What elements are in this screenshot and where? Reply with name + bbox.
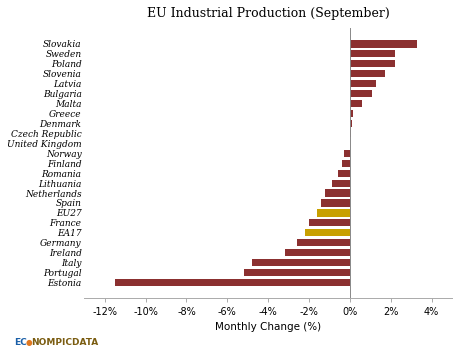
- Bar: [317, 209, 350, 216]
- Bar: [350, 80, 376, 87]
- X-axis label: Monthly Change (%): Monthly Change (%): [215, 321, 321, 332]
- Text: EC: EC: [14, 338, 27, 347]
- Bar: [285, 249, 350, 256]
- Text: ●: ●: [25, 338, 32, 347]
- Text: NOMPICDATA: NOMPICDATA: [31, 338, 99, 347]
- Bar: [350, 40, 417, 47]
- Bar: [350, 100, 362, 107]
- Bar: [350, 50, 395, 58]
- Bar: [325, 190, 350, 196]
- Bar: [297, 239, 350, 246]
- Bar: [350, 130, 351, 137]
- Bar: [350, 70, 385, 77]
- Bar: [309, 219, 350, 227]
- Bar: [342, 159, 350, 167]
- Bar: [244, 269, 350, 276]
- Bar: [350, 90, 372, 97]
- Bar: [331, 179, 350, 187]
- Bar: [305, 229, 350, 236]
- Bar: [350, 120, 352, 127]
- Bar: [344, 150, 350, 157]
- Title: EU Industrial Production (September): EU Industrial Production (September): [147, 7, 390, 20]
- Bar: [350, 110, 353, 117]
- Bar: [350, 60, 395, 67]
- Bar: [115, 279, 350, 286]
- Bar: [252, 259, 350, 266]
- Bar: [338, 170, 350, 177]
- Bar: [321, 199, 350, 207]
